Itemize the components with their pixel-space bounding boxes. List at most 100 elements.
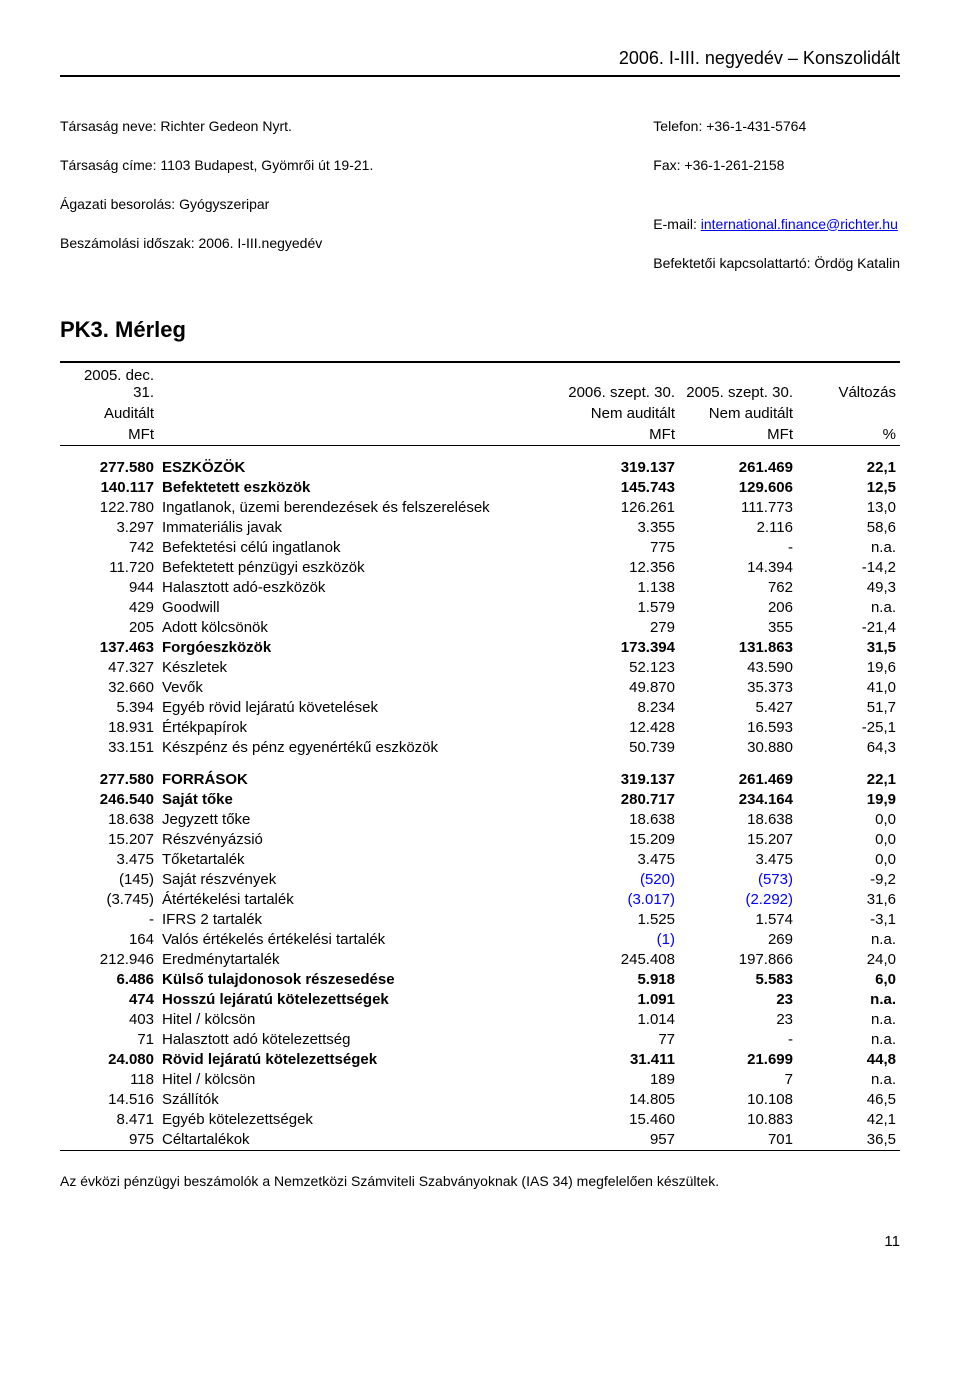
table-row: 33.151Készpénz és pénz egyenértékű eszkö… xyxy=(60,738,900,758)
cell-c5: 22,1 xyxy=(797,458,900,478)
cell-c2: Ingatlanok, üzemi berendezések és felsze… xyxy=(158,498,561,518)
company-name: Társaság neve: Richter Gedeon Nyrt. xyxy=(60,117,373,137)
cell-c4: 197.866 xyxy=(679,950,797,970)
company-fax: Fax: +36-1-261-2158 xyxy=(653,156,900,176)
cell-c1: 212.946 xyxy=(60,950,158,970)
cell-c1: 140.117 xyxy=(60,478,158,498)
cell-c4: 111.773 xyxy=(679,498,797,518)
cell-c4: 269 xyxy=(679,930,797,950)
cell-c5: n.a. xyxy=(797,1010,900,1030)
cell-c1: 47.327 xyxy=(60,658,158,678)
cell-c5: -21,4 xyxy=(797,618,900,638)
company-right: Telefon: +36-1-431-5764 Fax: +36-1-261-2… xyxy=(653,97,900,293)
cell-c5: 13,0 xyxy=(797,498,900,518)
cell-c2: Immateriális javak xyxy=(158,518,561,538)
cell-c2: Külső tulajdonosok részesedése xyxy=(158,970,561,990)
company-email-link[interactable]: international.finance@richter.hu xyxy=(701,216,898,232)
table-row: (3.745)Átértékelési tartalék(3.017)(2.29… xyxy=(60,890,900,910)
cell-c5: n.a. xyxy=(797,538,900,558)
cell-c1: 18.931 xyxy=(60,718,158,738)
table-row: 3.297Immateriális javak3.3552.11658,6 xyxy=(60,518,900,538)
cell-c4: 23 xyxy=(679,1010,797,1030)
company-contact: Befektetői kapcsolattartó: Ördög Katalin xyxy=(653,254,900,274)
cell-c3: 5.918 xyxy=(561,970,679,990)
th-c5-l1: Változás xyxy=(797,365,900,403)
cell-c2: Céltartalékok xyxy=(158,1130,561,1151)
cell-c4: 234.164 xyxy=(679,790,797,810)
cell-c4: 7 xyxy=(679,1070,797,1090)
cell-c3: 12.356 xyxy=(561,558,679,578)
th-c5-l3: % xyxy=(797,424,900,446)
cell-c2: Befektetési célú ingatlanok xyxy=(158,538,561,558)
table-head-row2: Auditált Nem auditált Nem auditált xyxy=(60,403,900,424)
cell-c2: Rövid lejáratú kötelezettségek xyxy=(158,1050,561,1070)
cell-c5: 22,1 xyxy=(797,770,900,790)
cell-c1: 137.463 xyxy=(60,638,158,658)
table-row: 118Hitel / kölcsön1897n.a. xyxy=(60,1070,900,1090)
cell-c3: (1) xyxy=(561,930,679,950)
cell-c2: FORRÁSOK xyxy=(158,770,561,790)
table-row: 474Hosszú lejáratú kötelezettségek1.0912… xyxy=(60,990,900,1010)
header-period: 2006. I-III. negyedév – Konszolidált xyxy=(60,48,900,69)
cell-c3: 279 xyxy=(561,618,679,638)
cell-c2: Készpénz és pénz egyenértékű eszközök xyxy=(158,738,561,758)
cell-c3: 15.209 xyxy=(561,830,679,850)
cell-c1: 6.486 xyxy=(60,970,158,990)
cell-c5: 19,6 xyxy=(797,658,900,678)
cell-c4: 129.606 xyxy=(679,478,797,498)
cell-c3: 319.137 xyxy=(561,770,679,790)
cell-c3: 1.138 xyxy=(561,578,679,598)
cell-c5: n.a. xyxy=(797,1030,900,1050)
cell-c2: Egyéb rövid lejáratú követelések xyxy=(158,698,561,718)
cell-c3: 77 xyxy=(561,1030,679,1050)
cell-c5: -3,1 xyxy=(797,910,900,930)
cell-c1: 24.080 xyxy=(60,1050,158,1070)
cell-c4: 1.574 xyxy=(679,910,797,930)
th-c4-l3: MFt xyxy=(679,424,797,446)
cell-c2: Eredménytartalék xyxy=(158,950,561,970)
cell-c1: 742 xyxy=(60,538,158,558)
cell-c2: Hitel / kölcsön xyxy=(158,1070,561,1090)
th-c4-l1: 2005. szept. 30. xyxy=(679,365,797,403)
table-row: (145)Saját részvények(520)(573)-9,2 xyxy=(60,870,900,890)
cell-c1: 944 xyxy=(60,578,158,598)
cell-c2: Átértékelési tartalék xyxy=(158,890,561,910)
table-row: 3.475Tőketartalék3.4753.4750,0 xyxy=(60,850,900,870)
cell-c3: 957 xyxy=(561,1130,679,1151)
cell-c4: 21.699 xyxy=(679,1050,797,1070)
cell-c5: 12,5 xyxy=(797,478,900,498)
table-row: 32.660Vevők49.87035.37341,0 xyxy=(60,678,900,698)
table-row: 71Halasztott adó kötelezettség77-n.a. xyxy=(60,1030,900,1050)
cell-c5: -14,2 xyxy=(797,558,900,578)
cell-c4: 30.880 xyxy=(679,738,797,758)
cell-c4: 10.108 xyxy=(679,1090,797,1110)
cell-c2: Hitel / kölcsön xyxy=(158,1010,561,1030)
cell-c3: 775 xyxy=(561,538,679,558)
cell-c4: (573) xyxy=(679,870,797,890)
cell-c3: 319.137 xyxy=(561,458,679,478)
table-row: 164Valós értékelés értékelési tartalék(1… xyxy=(60,930,900,950)
table-row: 24.080Rövid lejáratú kötelezettségek31.4… xyxy=(60,1050,900,1070)
cell-c1: 164 xyxy=(60,930,158,950)
cell-c3: 3.475 xyxy=(561,850,679,870)
th-c1-l2: Auditált xyxy=(60,403,158,424)
table-row: 277.580FORRÁSOK319.137261.46922,1 xyxy=(60,770,900,790)
table-row: 8.471Egyéb kötelezettségek15.46010.88342… xyxy=(60,1110,900,1130)
cell-c5: 0,0 xyxy=(797,850,900,870)
cell-c4: 261.469 xyxy=(679,770,797,790)
cell-c1: (145) xyxy=(60,870,158,890)
cell-c1: 205 xyxy=(60,618,158,638)
cell-c5: 24,0 xyxy=(797,950,900,970)
cell-c2: Szállítók xyxy=(158,1090,561,1110)
cell-c4: 131.863 xyxy=(679,638,797,658)
cell-c5: 51,7 xyxy=(797,698,900,718)
company-phone: Telefon: +36-1-431-5764 xyxy=(653,117,900,137)
cell-c5: n.a. xyxy=(797,1070,900,1090)
cell-c3: 1.579 xyxy=(561,598,679,618)
table-row: 14.516Szállítók14.80510.10846,5 xyxy=(60,1090,900,1110)
cell-c2: IFRS 2 tartalék xyxy=(158,910,561,930)
cell-c3: 49.870 xyxy=(561,678,679,698)
cell-c1: 3.475 xyxy=(60,850,158,870)
cell-c2: Részvényázsió xyxy=(158,830,561,850)
cell-c2: ESZKÖZÖK xyxy=(158,458,561,478)
